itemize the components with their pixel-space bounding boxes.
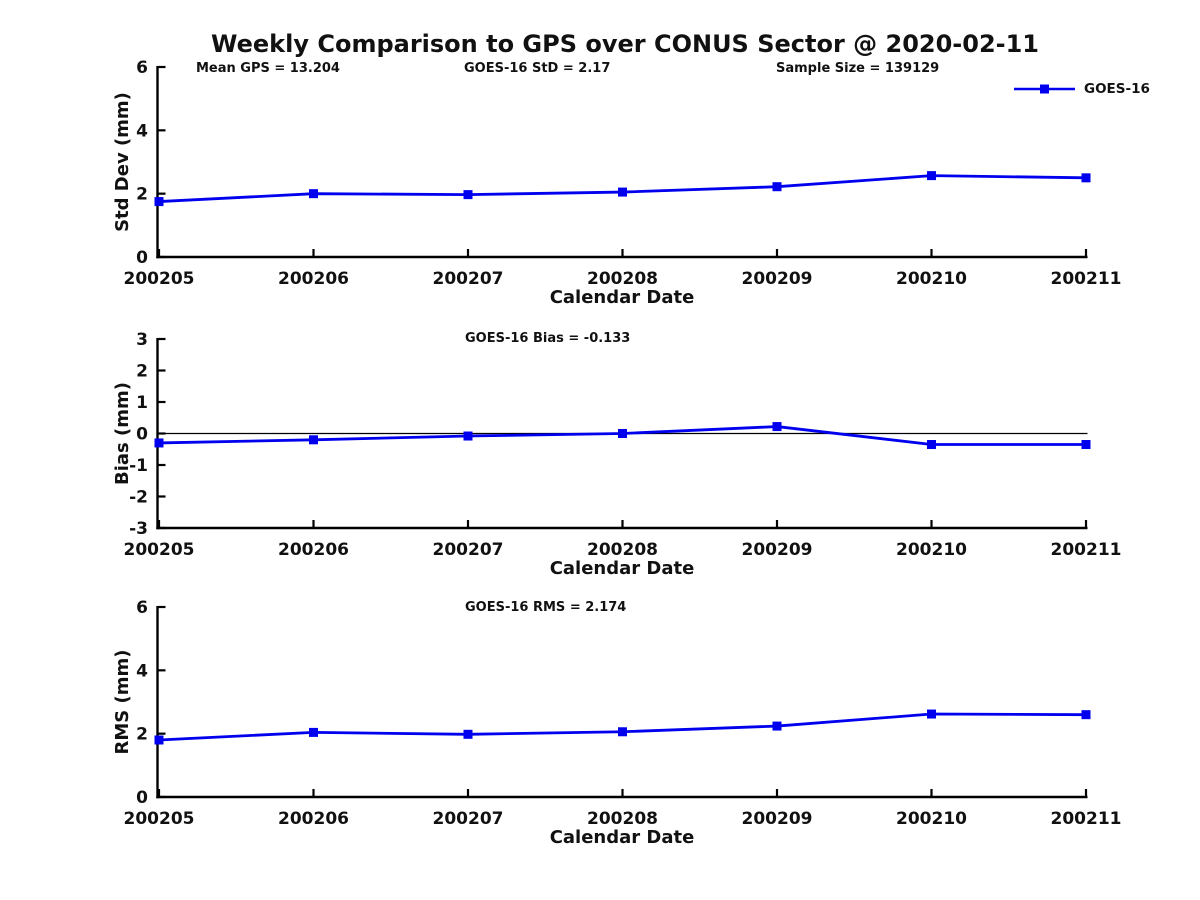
data-point-marker: [463, 190, 473, 200]
y-tick-label: 0: [136, 788, 148, 808]
data-point-marker: [927, 171, 936, 181]
std-dev-subplot: 0 2 4 6 200205 200206 200207 200208 200209 200210…: [112, 58, 1121, 308]
y-tick-label: 2: [136, 362, 148, 382]
y-tick-label: 2: [136, 185, 148, 205]
annotation-text: Sample Size = 139129: [776, 61, 939, 76]
data-point-marker: [927, 440, 936, 450]
y-tick-label: -3: [129, 519, 148, 539]
chart-title: Weekly Comparison to GPS over CONUS Sect…: [210, 30, 1040, 58]
data-point-marker: [154, 197, 164, 207]
y-tick-label: 4: [136, 661, 148, 681]
x-tick-label: 200207: [433, 809, 504, 829]
x-tick-label: 200208: [587, 809, 658, 829]
annotation-text: GOES-16 RMS = 2.174: [465, 600, 626, 615]
y-tick-label: 2: [136, 725, 148, 745]
x-tick-label: 200209: [742, 269, 813, 289]
x-tick-label: 200208: [587, 540, 658, 560]
y-axis-label: Bias (mm): [112, 382, 133, 485]
data-point-marker: [618, 429, 627, 438]
data-point-marker: [309, 435, 318, 445]
x-tick-label: 200210: [896, 540, 967, 560]
annotation-text: GOES-16 StD = 2.17: [464, 61, 610, 76]
y-tick-label: 6: [136, 58, 148, 78]
legend-label: GOES-16: [1084, 81, 1150, 97]
x-axis-label: Calendar Date: [550, 558, 695, 579]
annotation-text: GOES-16 Bias = -0.133: [465, 331, 630, 346]
x-tick-label: 200210: [896, 809, 967, 829]
x-axis-label: Calendar Date: [550, 827, 695, 848]
x-tick-label: 200211: [1051, 269, 1122, 289]
data-point-marker: [1081, 173, 1091, 183]
x-tick-label: 200207: [433, 269, 504, 289]
data-point-marker: [1081, 440, 1091, 450]
data-point-marker: [309, 727, 318, 737]
y-axis-label: Std Dev (mm): [112, 92, 133, 232]
data-point-marker: [618, 187, 627, 197]
annotation-text: Mean GPS = 13.204: [196, 61, 340, 76]
rms-subplot: 0 2 4 6 200205 200206 200207 200208 200209 200210…: [112, 598, 1121, 848]
y-tick-label: -1: [129, 456, 148, 476]
data-point-marker: [154, 735, 164, 745]
x-tick-label: 200209: [742, 540, 813, 560]
legend: GOES-16: [1013, 81, 1150, 97]
y-tick-label: 0: [136, 248, 148, 268]
data-point-marker: [309, 189, 318, 199]
x-tick-label: 200205: [124, 540, 195, 560]
y-tick-label: 3: [136, 330, 148, 350]
y-tick-label: 4: [136, 121, 148, 141]
data-point-marker: [154, 438, 164, 448]
x-tick-label: 200211: [1051, 540, 1122, 560]
x-tick-label: 200206: [278, 540, 349, 560]
data-point-marker: [927, 709, 936, 719]
x-tick-label: 200207: [433, 540, 504, 560]
x-tick-label: 200210: [896, 269, 967, 289]
x-tick-label: 200206: [278, 269, 349, 289]
data-point-marker: [1081, 710, 1091, 720]
data-point-marker: [463, 431, 473, 441]
data-point-marker: [463, 729, 473, 739]
y-tick-label: 6: [136, 598, 148, 618]
x-tick-label: 200208: [587, 269, 658, 289]
data-point-marker: [772, 422, 782, 432]
y-tick-label: 1: [136, 393, 148, 413]
x-tick-label: 200206: [278, 809, 349, 829]
y-tick-label: -2: [129, 488, 148, 508]
data-point-marker: [618, 727, 627, 737]
x-tick-label: 200205: [124, 269, 195, 289]
legend-line-marker-icon: [1014, 84, 1075, 94]
x-axis-label: Calendar Date: [550, 287, 695, 308]
x-tick-label: 200209: [742, 809, 813, 829]
x-tick-label: 200205: [124, 809, 195, 829]
y-axis-label: RMS (mm): [112, 650, 133, 755]
data-point-marker: [772, 182, 782, 192]
x-tick-label: 200211: [1051, 809, 1122, 829]
data-point-marker: [772, 721, 782, 731]
y-tick-label: 0: [136, 425, 148, 445]
